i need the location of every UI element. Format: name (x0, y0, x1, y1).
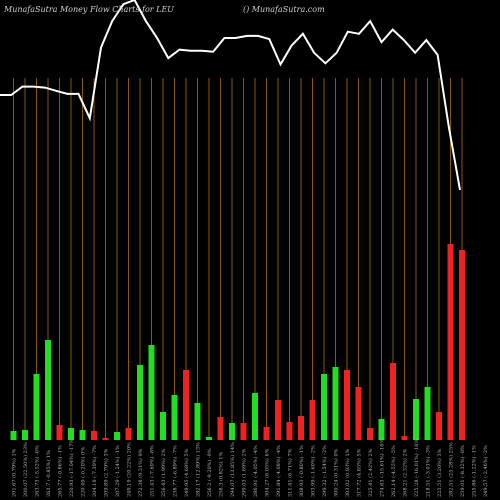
x-tick-label: 299.03 (1.69%) 2% (241, 448, 248, 497)
flow-bar (321, 374, 327, 440)
flow-bar (263, 427, 270, 440)
flow-bar (447, 244, 454, 440)
x-tick-label: 256.43 (1.99%) 2% (160, 448, 167, 497)
flow-bar (413, 399, 419, 440)
flow-bar (102, 438, 109, 440)
money-flow-bars (10, 244, 465, 440)
x-tick-label: 255.86 (-1.22%) -1% (471, 445, 478, 497)
flow-bar (298, 416, 304, 440)
x-tick-label: 286.91 (-4.05%) -4% (252, 445, 259, 497)
watermark: () MunafaSutra.com (243, 5, 325, 14)
price-line-group (0, 0, 461, 191)
x-tick-label: 259.01 (-8.32%) -8% (459, 445, 466, 497)
x-tick-label: 218.51 (-3.01%) -3% (425, 445, 432, 497)
x-tick-label: 207.29 (-1.24%) -1% (114, 445, 121, 497)
flow-bar (79, 430, 86, 440)
x-tick-label: 291.84 (-4.08%) -4% (275, 445, 282, 497)
x-tick-label: 304.27 (6.05%) 6% (264, 448, 271, 497)
x-tick-label: 256.2 (-9.20%) -9% (206, 448, 213, 497)
x-tick-label: 265.77 (-0.86%) -1% (57, 445, 64, 497)
x-tick-label: 263.7 (-0.85%) 1% (45, 450, 52, 497)
flow-bar (148, 345, 155, 440)
x-tick-label: 220.49 (-0.20%) 0% (80, 447, 87, 497)
x-tick-label: 303.02 (0.93%) 1% (344, 448, 351, 497)
x-tick-label: 201.67 (0.79%) 1% (11, 448, 18, 497)
x-tick-label: 220.93 (-17.04%) -17% (68, 439, 75, 497)
x-tick-label: 268.21 (2.32%) 2% (402, 448, 409, 497)
x-tick-label: 209.89 (2.79%) 3% (103, 448, 110, 497)
x-tick-label: 249.57 (-2.46%) -2% (482, 445, 489, 497)
x-tick-label: 274.63 (-15.61%) -16% (379, 439, 386, 497)
gridlines (13, 78, 463, 440)
x-tick-label: 272.38 (9.31%) 9% (137, 448, 144, 497)
chart-title: MunafaSutra Money Flow Charts for LEU (4, 5, 175, 14)
flow-bar (183, 370, 189, 440)
flow-bar (275, 400, 281, 440)
flow-bar (378, 419, 385, 440)
flow-bar (286, 422, 293, 440)
x-tick-label: 251.43 (-7.69%) -8% (149, 445, 156, 497)
flow-bar (45, 340, 51, 440)
flow-bar (309, 400, 316, 440)
flow-bar (33, 374, 40, 440)
flow-bar (240, 423, 247, 440)
x-tick-label: 317.72 (4.85%) 5% (356, 448, 363, 497)
flow-bar (22, 430, 28, 440)
flow-bar (160, 412, 166, 440)
flow-bar (137, 365, 143, 440)
flow-bar (114, 432, 120, 440)
flow-bar (56, 425, 63, 440)
x-tick-label: 325.41 (2.42%) 2% (367, 448, 374, 497)
x-tick-label: 258.3 (0.82%) 1% (218, 452, 225, 497)
x-tick-label: 300.24 (0.31%) 0% (333, 448, 340, 497)
x-tick-label: 303.99 (-1.60%) -2% (310, 445, 317, 497)
x-tick-label: 225.51 (3.20%) 3% (436, 448, 443, 497)
x-tick-label: 200.07 (22.50%) 23% (22, 442, 29, 497)
flow-bar (171, 395, 178, 440)
x-tick-label: 262.14 (-4.55%) -5% (390, 445, 397, 497)
flow-bar (10, 431, 17, 440)
price-line (0, 0, 461, 191)
flow-bar (401, 436, 408, 440)
x-axis-labels: 201.67 (0.79%) 1% 200.07 (22.50%) 23% 263.… (11, 439, 490, 497)
x-tick-label: 294.07 (13.85%) 14% (229, 442, 236, 497)
flow-bar (206, 437, 212, 440)
flow-bar (459, 250, 465, 440)
flow-bar (332, 367, 339, 440)
flow-bar (229, 423, 235, 440)
flow-bar (217, 417, 224, 440)
x-tick-label: 204.19 (-7.39%) -7% (91, 445, 98, 497)
x-tick-label: 249.95 (4.68%) 5% (183, 448, 190, 497)
flow-bar (194, 403, 201, 440)
flow-bar (344, 370, 350, 440)
x-tick-label: 249.19 (20.22%) 20% (126, 442, 133, 497)
flow-bar (68, 428, 74, 440)
x-tick-label: 263.73 (-5.52%) -6% (34, 445, 41, 497)
flow-bar (367, 428, 373, 440)
x-tick-label: 282.17 (12.89%) 13% (195, 442, 202, 497)
x-tick-label: 225.28 (-16.01%) -16% (413, 439, 420, 497)
x-tick-label: 308.93 (-0.80%) -1% (298, 445, 305, 497)
flow-bar (424, 387, 431, 440)
x-tick-label: 299.32 (-1.54%) -2% (321, 445, 328, 497)
x-tick-label: 311.41 (6.71%) 7% (287, 448, 294, 497)
flow-bar (355, 387, 362, 440)
x-tick-label: 282.51 (25.28%) 25% (448, 442, 455, 497)
flow-bar (125, 428, 132, 440)
x-tick-label: 238.77 (-6.89%) -7% (172, 445, 179, 497)
flow-bar (436, 412, 442, 440)
flow-bar (252, 393, 258, 440)
flow-bar (390, 363, 396, 440)
flow-bar (91, 431, 97, 440)
